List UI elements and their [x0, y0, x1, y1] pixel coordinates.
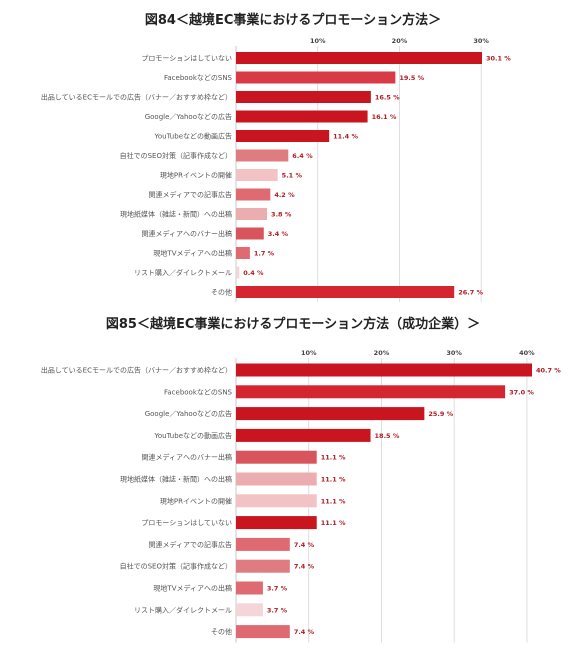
bar — [236, 266, 240, 279]
category-label: YouTubeなどの動画広告 — [154, 132, 232, 141]
category-label: プロモーションはしていない — [141, 519, 232, 527]
value-label: 11.1 % — [321, 519, 346, 527]
bar — [236, 208, 268, 220]
x-tick-label: 40% — [519, 349, 535, 357]
category-label: 関連メディアでの記事広告 — [148, 540, 232, 549]
value-label: 16.5 % — [375, 94, 400, 102]
x-tick-label: 20% — [392, 37, 408, 45]
bar — [236, 516, 317, 530]
category-label: 関連メディアでの記事広告 — [148, 190, 232, 199]
bar — [236, 472, 317, 486]
category-label: 関連メディアへのバナー出稿 — [141, 229, 232, 238]
value-label: 26.7 % — [458, 289, 483, 297]
bar — [236, 188, 271, 201]
category-label: 現地TVメディアへの出稿 — [153, 584, 232, 593]
category-label: 現地TVメディアへの出稿 — [153, 249, 232, 258]
bar — [236, 559, 290, 573]
bar — [236, 625, 290, 639]
bar — [236, 169, 278, 181]
x-tick-label: 30% — [446, 349, 462, 357]
value-label: 3.7 % — [267, 606, 288, 614]
category-label: リスト購入／ダイレクトメール — [134, 268, 232, 277]
category-label: 自社でのSEO対策（記事作成など） — [120, 562, 232, 571]
bar — [236, 247, 250, 259]
category-label: 現地紙媒体（雑誌・新聞）への出稿 — [120, 210, 232, 219]
value-label: 11.1 % — [321, 497, 346, 505]
bar — [236, 407, 425, 421]
category-label: FacebookなどのSNS — [164, 388, 233, 396]
value-label: 11.1 % — [321, 454, 346, 462]
bar — [236, 91, 371, 103]
value-label: 5.1 % — [282, 172, 303, 180]
category-label: FacebookなどのSNS — [164, 74, 233, 82]
bar — [236, 149, 289, 162]
bar — [236, 110, 368, 123]
value-label: 6.4 % — [292, 152, 313, 160]
chart-84-plot: 10% 20% 30% プロモーションはしていない 30.1 % FacebookなどのS… — [41, 37, 511, 302]
category-label: Google／Yahooなどの広告 — [145, 112, 232, 121]
chart-title-85: 図85＜越境EC事業におけるプロモーション方法（成功企業）＞ — [105, 317, 481, 332]
category-label: YouTubeなどの動画広告 — [154, 431, 232, 440]
value-label: 19.5 % — [399, 74, 424, 82]
value-label: 1.7 % — [254, 250, 275, 258]
value-label: 3.4 % — [268, 230, 289, 238]
bar — [236, 494, 317, 508]
bar — [236, 52, 482, 64]
category-label: 自社でのSEO対策（記事作成など） — [120, 151, 232, 160]
x-tick-label: 20% — [374, 349, 390, 357]
value-label: 30.1 % — [486, 55, 511, 63]
bar — [236, 603, 263, 617]
value-label: 40.7 % — [536, 367, 561, 375]
value-label: 37.0 % — [509, 388, 534, 396]
value-label: 25.9 % — [428, 410, 453, 418]
bar — [236, 581, 263, 595]
value-label: 4.2 % — [274, 191, 295, 199]
bar — [236, 385, 506, 399]
value-label: 7.4 % — [294, 541, 315, 549]
value-label: 7.4 % — [294, 563, 315, 571]
bar — [236, 227, 264, 240]
category-label: 出品しているECモールでの広告（バナー／おすすめ枠など） — [41, 93, 232, 102]
category-label: 関連メディアへのバナー出稿 — [141, 453, 232, 462]
category-label: 現地PRイベントの開催 — [160, 496, 232, 505]
value-label: 16.1 % — [372, 113, 397, 121]
value-label: 0.4 % — [243, 269, 264, 277]
category-label: プロモーションはしていない — [141, 55, 232, 63]
category-label: Google／Yahooなどの広告 — [145, 409, 232, 418]
value-label: 7.4 % — [294, 628, 315, 636]
category-label: その他 — [211, 288, 232, 297]
chart-title-84: 図84＜越境EC事業におけるプロモーション方法＞ — [144, 13, 442, 28]
bar — [236, 363, 532, 377]
value-label: 11.1 % — [321, 476, 346, 484]
value-label: 3.8 % — [271, 211, 292, 219]
x-tick-label: 30% — [473, 37, 489, 45]
x-tick-label: 10% — [310, 37, 326, 45]
bar — [236, 428, 371, 442]
bar — [236, 537, 290, 551]
category-label: 出品しているECモールでの広告（バナー／おすすめ枠など） — [41, 366, 232, 375]
category-label: 現地PRイベントの開催 — [160, 171, 232, 180]
category-label: リスト購入／ダイレクトメール — [134, 605, 232, 614]
bar — [236, 450, 317, 464]
category-label: 現地紙媒体（雑誌・新聞）への出稿 — [120, 475, 232, 484]
value-label: 3.7 % — [267, 585, 288, 593]
chart-85-plot: 10% 20% 30% 40% 出品しているECモールでの広告（バナー／おすすめ枠など）… — [41, 349, 561, 643]
x-tick-label: 10% — [301, 349, 317, 357]
bar — [236, 130, 330, 142]
bar — [236, 286, 455, 298]
category-label: その他 — [211, 627, 232, 636]
value-label: 11.4 % — [333, 133, 358, 141]
value-label: 18.5 % — [375, 432, 400, 440]
bar — [236, 71, 396, 84]
